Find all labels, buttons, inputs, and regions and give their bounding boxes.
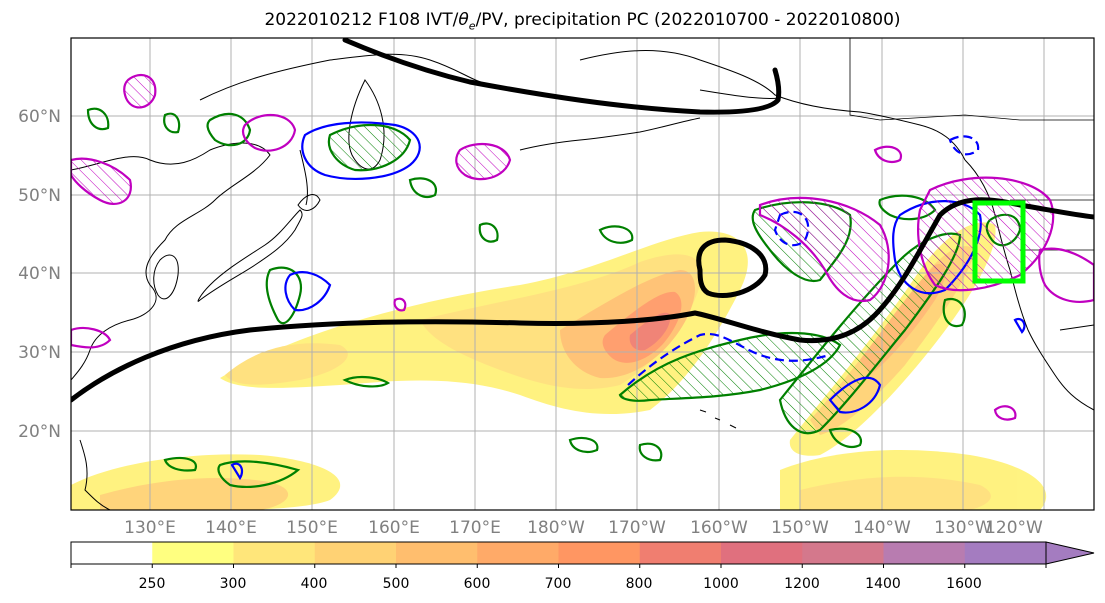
lat-label-50n: 50°N bbox=[18, 186, 61, 206]
colorbar-cells bbox=[71, 542, 1047, 564]
theta-e-contours bbox=[71, 38, 1094, 403]
lon-label-150e: 150°E bbox=[286, 518, 338, 538]
lon-labels: 130°E 140°E 150°E 160°E 170°E 180°W 170°… bbox=[124, 518, 1043, 538]
cbar-label-300: 300 bbox=[220, 576, 247, 592]
lon-label-180w: 180°W bbox=[527, 518, 585, 538]
lat-label-20n: 20°N bbox=[18, 422, 61, 442]
colorbar-cell bbox=[396, 542, 478, 564]
colorbar-cell bbox=[802, 542, 884, 564]
title-part-1: 2022010212 F108 IVT/ bbox=[264, 10, 459, 30]
target-region-box bbox=[972, 200, 1026, 284]
lon-label-140w: 140°W bbox=[853, 518, 911, 538]
cbar-label-400: 400 bbox=[301, 576, 328, 592]
lon-label-140e: 140°E bbox=[205, 518, 257, 538]
lat-label-30n: 30°N bbox=[18, 343, 61, 363]
cbar-label-500: 500 bbox=[383, 576, 410, 592]
lon-label-150w: 150°W bbox=[771, 518, 829, 538]
cbar-label-1600: 1600 bbox=[946, 576, 982, 592]
colorbar-cell bbox=[71, 542, 153, 564]
colorbar-cell bbox=[314, 542, 397, 564]
colorbar-cell bbox=[721, 542, 803, 564]
lon-label-160e: 160°E bbox=[368, 518, 420, 538]
lon-label-130e: 130°E bbox=[124, 518, 176, 538]
cbar-label-1400: 1400 bbox=[865, 576, 901, 592]
lat-label-40n: 40°N bbox=[18, 264, 61, 284]
lat-label-60n: 60°N bbox=[18, 107, 61, 127]
cbar-label-700: 700 bbox=[545, 576, 572, 592]
map-frame bbox=[70, 37, 1095, 511]
colorbar-cell bbox=[883, 542, 966, 564]
lon-label-170w: 170°W bbox=[608, 518, 666, 538]
cbar-label-250: 250 bbox=[139, 576, 166, 592]
colorbar-cell bbox=[477, 542, 559, 564]
cbar-label-600: 600 bbox=[464, 576, 491, 592]
colorbar-extend-arrow bbox=[1045, 541, 1095, 565]
lon-label-120w: 120°W bbox=[985, 518, 1043, 538]
cbar-label-800: 800 bbox=[626, 576, 653, 592]
title-theta: θ bbox=[458, 10, 469, 30]
lon-label-160w: 160°W bbox=[690, 518, 748, 538]
colorbar-cell bbox=[964, 542, 1047, 564]
colorbar-tick-labels: 250 300 400 500 600 700 800 1000 1200 14… bbox=[139, 576, 982, 592]
colorbar-cell bbox=[558, 542, 641, 564]
title-sub-e: e bbox=[468, 19, 476, 33]
figure-title: 2022010212 F108 IVT/θe/PV, precipitation… bbox=[0, 10, 1105, 32]
lon-label-170e: 170°E bbox=[449, 518, 501, 538]
cbar-label-1000: 1000 bbox=[703, 576, 739, 592]
title-part-2: /PV, precipitation PC (2022010700 - 2022… bbox=[475, 10, 901, 30]
lon-label-130w: 130°W bbox=[934, 518, 992, 538]
lat-labels: 60°N 50°N 40°N 30°N 20°N bbox=[18, 107, 61, 442]
cbar-label-1200: 1200 bbox=[784, 576, 820, 592]
colorbar-cell bbox=[152, 542, 234, 564]
colorbar: 250 300 400 500 600 700 800 1000 1200 14… bbox=[70, 541, 1095, 592]
colorbar-cell bbox=[233, 542, 316, 564]
colorbar-cell bbox=[639, 542, 722, 564]
colorbar-ticks bbox=[70, 564, 1047, 568]
